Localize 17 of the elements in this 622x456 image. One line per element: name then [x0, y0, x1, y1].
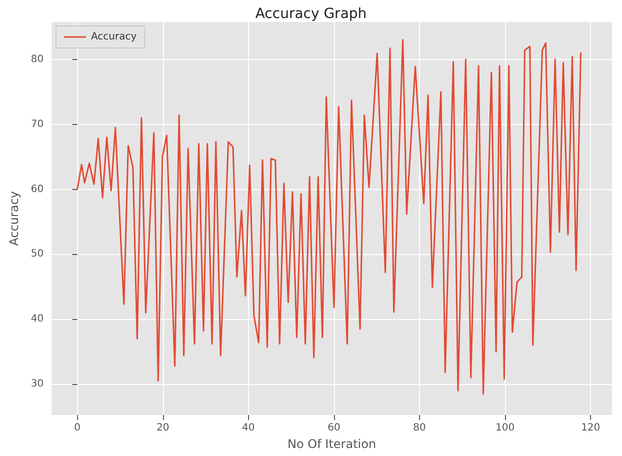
y-axis-title: Accuracy — [7, 191, 21, 246]
y-tick-label: 80 — [30, 54, 44, 65]
x-tick-label: 20 — [156, 422, 170, 434]
y-tick-label: 30 — [30, 378, 44, 390]
x-tick-label: 100 — [496, 422, 515, 434]
x-tick-label: 0 — [74, 422, 80, 434]
x-tick-label: 80 — [413, 422, 426, 434]
chart-title: Accuracy Graph — [255, 6, 367, 22]
x-tick-label: 40 — [242, 422, 255, 434]
y-tick-label: 60 — [30, 184, 44, 195]
y-tick-label: 40 — [30, 314, 44, 325]
x-axis-title: No Of Iteration — [288, 436, 376, 451]
y-tick-label: 70 — [30, 118, 44, 130]
legend-label: Accuracy — [91, 32, 137, 42]
y-tick-label: 50 — [30, 248, 44, 260]
x-tick-label: 120 — [581, 422, 600, 434]
x-tick-label: 60 — [328, 422, 340, 434]
